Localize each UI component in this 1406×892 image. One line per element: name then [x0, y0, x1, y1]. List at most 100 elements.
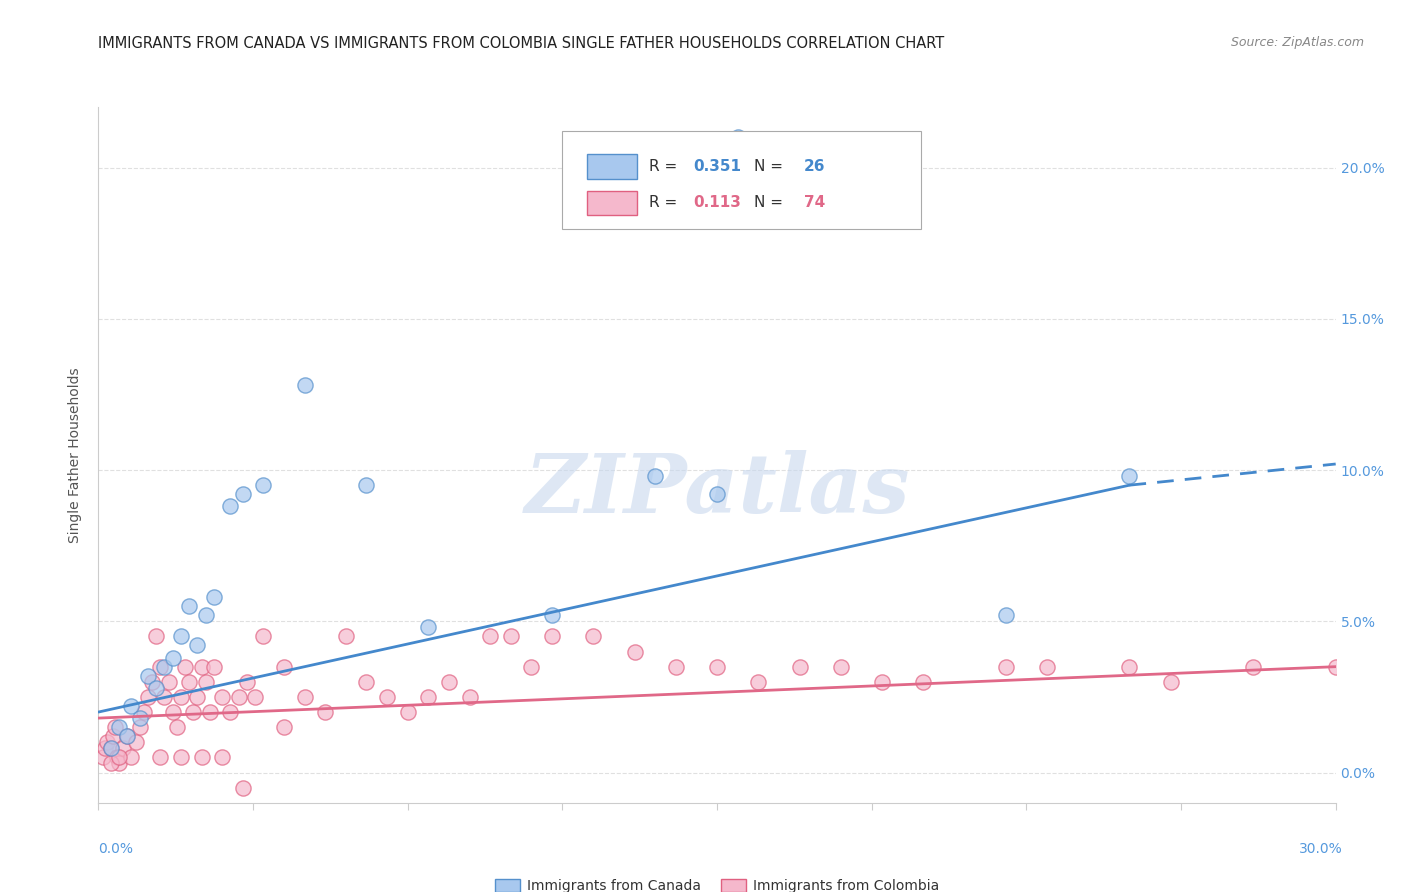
Text: 30.0%: 30.0% — [1299, 842, 1343, 856]
Point — [91, 750, 114, 764]
Point — [132, 705, 155, 719]
FancyBboxPatch shape — [562, 131, 921, 229]
Point — [1160, 674, 1182, 689]
Point — [418, 620, 440, 634]
Point — [211, 690, 233, 704]
Legend: Immigrants from Canada, Immigrants from Colombia: Immigrants from Canada, Immigrants from … — [495, 880, 939, 892]
Point — [120, 750, 142, 764]
Point — [136, 669, 159, 683]
Point — [96, 735, 118, 749]
Point — [219, 500, 242, 514]
Text: R =: R = — [650, 159, 682, 174]
Point — [870, 674, 893, 689]
Point — [186, 639, 208, 653]
Text: 0.113: 0.113 — [693, 195, 741, 211]
Point — [458, 690, 481, 704]
Text: N =: N = — [754, 195, 787, 211]
Point — [100, 741, 122, 756]
Point — [145, 681, 167, 695]
Point — [356, 478, 378, 492]
Point — [112, 741, 135, 756]
Point — [108, 750, 131, 764]
Point — [1118, 469, 1140, 483]
Point — [437, 674, 460, 689]
FancyBboxPatch shape — [588, 191, 637, 215]
Point — [108, 756, 131, 771]
Point — [706, 487, 728, 501]
Point — [994, 659, 1017, 673]
Point — [314, 705, 336, 719]
Point — [190, 659, 212, 673]
Point — [179, 599, 201, 614]
Point — [179, 674, 201, 689]
Text: IMMIGRANTS FROM CANADA VS IMMIGRANTS FROM COLOMBIA SINGLE FATHER HOUSEHOLDS CORR: IMMIGRANTS FROM CANADA VS IMMIGRANTS FRO… — [98, 36, 945, 51]
Y-axis label: Single Father Households: Single Father Households — [69, 368, 83, 542]
Point — [582, 629, 605, 643]
Point — [727, 130, 749, 145]
Point — [120, 698, 142, 713]
Point — [105, 750, 128, 764]
Point — [136, 690, 159, 704]
Point — [153, 659, 176, 673]
Point — [198, 705, 221, 719]
Text: Source: ZipAtlas.com: Source: ZipAtlas.com — [1230, 36, 1364, 49]
Point — [149, 750, 172, 764]
Point — [166, 720, 188, 734]
Point — [243, 690, 266, 704]
Point — [149, 659, 172, 673]
Point — [153, 690, 176, 704]
Text: 74: 74 — [804, 195, 825, 211]
Point — [1118, 659, 1140, 673]
Point — [541, 608, 564, 623]
FancyBboxPatch shape — [588, 154, 637, 178]
Text: R =: R = — [650, 195, 682, 211]
Point — [174, 659, 197, 673]
Point — [1036, 659, 1059, 673]
Point — [108, 720, 131, 734]
Point — [128, 711, 150, 725]
Point — [418, 690, 440, 704]
Point — [100, 756, 122, 771]
Point — [830, 659, 852, 673]
Text: 0.351: 0.351 — [693, 159, 741, 174]
Point — [186, 690, 208, 704]
Point — [162, 650, 184, 665]
Point — [232, 780, 254, 795]
Point — [623, 644, 645, 658]
Point — [194, 674, 217, 689]
Point — [294, 690, 316, 704]
Point — [162, 705, 184, 719]
Point — [170, 750, 193, 764]
Point — [520, 659, 543, 673]
Point — [479, 629, 502, 643]
Point — [499, 629, 522, 643]
Point — [228, 690, 250, 704]
Point — [1324, 659, 1347, 673]
Point — [141, 674, 163, 689]
Point — [124, 735, 146, 749]
Point — [117, 729, 139, 743]
Point — [104, 720, 127, 734]
Text: N =: N = — [754, 159, 787, 174]
Point — [747, 674, 769, 689]
Point — [145, 629, 167, 643]
Point — [789, 659, 811, 673]
Point — [912, 674, 935, 689]
Point — [335, 629, 357, 643]
Point — [100, 741, 122, 756]
Text: 0.0%: 0.0% — [98, 842, 134, 856]
Point — [236, 674, 259, 689]
Point — [117, 729, 139, 743]
Point — [356, 674, 378, 689]
Point — [252, 478, 274, 492]
Point — [157, 674, 180, 689]
Point — [219, 705, 242, 719]
Point — [170, 629, 193, 643]
Point — [541, 629, 564, 643]
Point — [202, 659, 225, 673]
Point — [375, 690, 398, 704]
Point — [294, 378, 316, 392]
Point — [644, 469, 666, 483]
Point — [194, 608, 217, 623]
Point — [202, 590, 225, 604]
